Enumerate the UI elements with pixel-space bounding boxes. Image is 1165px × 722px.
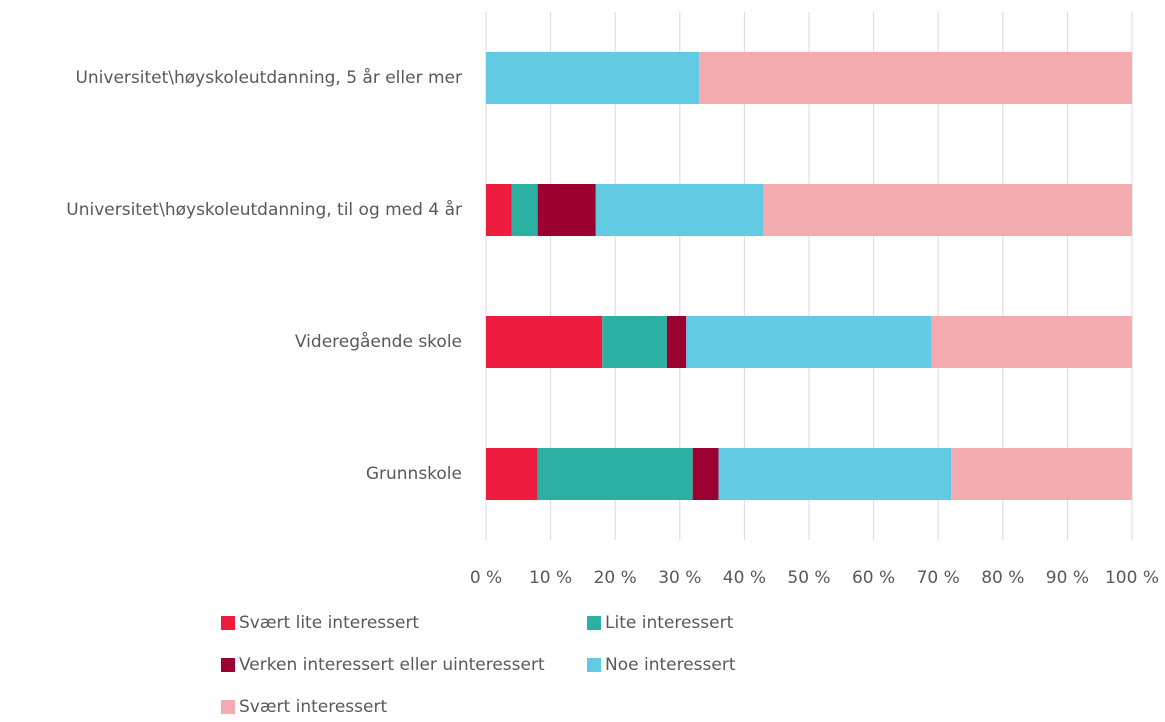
x-tick-label: 70 % <box>917 568 960 588</box>
bar-segment <box>666 316 687 368</box>
bar-segment <box>699 52 1132 104</box>
legend-swatch <box>221 700 235 714</box>
legend-label: Verken interessert eller uinteressert <box>239 655 545 675</box>
bar-segment <box>692 448 719 500</box>
bar-segment <box>686 316 932 368</box>
bar-segment <box>602 316 667 368</box>
legend-label: Svært interessert <box>239 697 387 717</box>
x-tick-label: 30 % <box>658 568 701 588</box>
legend-swatch <box>221 658 235 672</box>
legend-label: Noe interessert <box>605 655 736 675</box>
legend-label: Lite interessert <box>605 613 734 633</box>
bar-segment <box>951 448 1132 500</box>
x-tick-label: 0 % <box>470 568 502 588</box>
x-tick-label: 20 % <box>594 568 637 588</box>
x-tick-label: 10 % <box>529 568 572 588</box>
x-tick-label: 100 % <box>1105 568 1159 588</box>
x-tick-label: 50 % <box>787 568 830 588</box>
y-tick-label: Universitet\høyskoleutdanning, 5 år elle… <box>75 67 462 88</box>
x-tick-label: 40 % <box>723 568 766 588</box>
legend-swatch <box>587 616 601 630</box>
bar-segment <box>595 184 764 236</box>
bar-segment <box>931 316 1132 368</box>
bar-segment <box>486 184 512 236</box>
y-tick-label: Videregående skole <box>295 331 462 352</box>
legend-swatch <box>587 658 601 672</box>
bar-segment <box>486 52 700 104</box>
x-tick-label: 60 % <box>852 568 895 588</box>
bar-segment <box>537 448 693 500</box>
bar-segment <box>718 448 952 500</box>
y-tick-label: Universitet\høyskoleutdanning, til og me… <box>66 199 462 220</box>
x-tick-label: 90 % <box>1046 568 1089 588</box>
bar-segment <box>486 448 538 500</box>
x-tick-label: 80 % <box>981 568 1024 588</box>
bar-segment <box>537 184 596 236</box>
legend-label: Svært lite interessert <box>239 613 419 633</box>
bar-segment <box>486 316 603 368</box>
legend-swatch <box>221 616 235 630</box>
y-tick-label: Grunnskole <box>366 464 462 484</box>
bar-segment <box>763 184 1132 236</box>
bar-segment <box>511 184 538 236</box>
